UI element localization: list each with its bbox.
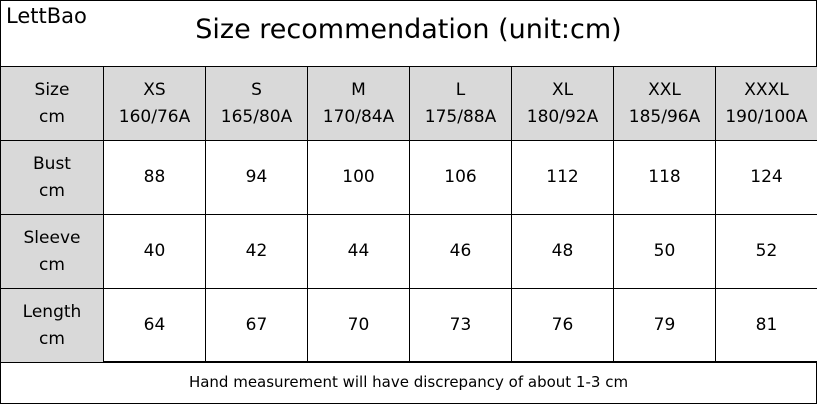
value-cell: 64 — [103, 288, 206, 363]
header-line: 190/100A — [725, 106, 808, 127]
row-label-line: cm — [39, 180, 65, 201]
header-line: XXL — [648, 79, 681, 100]
value-cell: 100 — [307, 140, 410, 215]
header-line: cm — [39, 106, 65, 127]
row-label: Sleeve cm — [0, 214, 104, 289]
value-cell: 76 — [511, 288, 614, 363]
header-line: XL — [551, 79, 574, 100]
value-cell: 88 — [103, 140, 206, 215]
header-line: 165/80A — [220, 106, 293, 127]
value-cell: 124 — [715, 140, 817, 215]
header-cell: M 170/84A — [307, 66, 410, 141]
header-line: XXXL — [744, 79, 789, 100]
header-line: 185/96A — [628, 106, 701, 127]
value-cell: 48 — [511, 214, 614, 289]
value-cell: 70 — [307, 288, 410, 363]
header-cell: XS 160/76A — [103, 66, 206, 141]
value-cell: 79 — [613, 288, 716, 363]
row-label-line: Sleeve — [23, 227, 81, 248]
row-label: Length cm — [0, 288, 104, 363]
header-cell: L 175/88A — [409, 66, 512, 141]
brand: LettBao — [6, 4, 87, 28]
value-cell: 112 — [511, 140, 614, 215]
value-cell: 52 — [715, 214, 817, 289]
value-cell: 106 — [409, 140, 512, 215]
value-cell: 67 — [205, 288, 308, 363]
value-cell: 42 — [205, 214, 308, 289]
header-cell: XL 180/92A — [511, 66, 614, 141]
header-cell: XXXL 190/100A — [715, 66, 817, 141]
header-cell: S 165/80A — [205, 66, 308, 141]
header-line: 170/84A — [322, 106, 395, 127]
row-label-line: cm — [39, 328, 65, 349]
value-cell: 50 — [613, 214, 716, 289]
header-cell: Size cm — [0, 66, 104, 141]
header-line: L — [455, 79, 466, 100]
header-line: M — [351, 79, 366, 100]
value-cell: 44 — [307, 214, 410, 289]
footer-note: Hand measurement will have discrepancy o… — [0, 361, 817, 404]
header-line: S — [251, 79, 262, 100]
value-cell: 94 — [205, 140, 308, 215]
value-cell: 73 — [409, 288, 512, 363]
value-cell: 81 — [715, 288, 817, 363]
header-line: Size — [34, 79, 70, 100]
row-label-line: Bust — [33, 153, 71, 174]
title: Size recommendation (unit:cm) — [195, 14, 622, 45]
header-line: 175/88A — [424, 106, 497, 127]
header-line: 160/76A — [118, 106, 191, 127]
header-line: 180/92A — [526, 106, 599, 127]
row-label-line: Length — [22, 301, 82, 322]
header-cell: XXL 185/96A — [613, 66, 716, 141]
row-label: Bust cm — [0, 140, 104, 215]
header-line: XS — [143, 79, 166, 100]
row-label-line: cm — [39, 254, 65, 275]
value-cell: 40 — [103, 214, 206, 289]
value-cell: 118 — [613, 140, 716, 215]
value-cell: 46 — [409, 214, 512, 289]
